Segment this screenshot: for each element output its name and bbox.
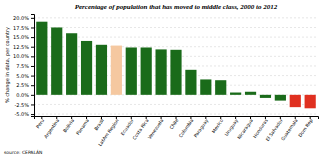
y-tick-mark bbox=[31, 66, 34, 67]
bar bbox=[81, 41, 92, 95]
x-axis-line bbox=[35, 117, 319, 120]
grid-line bbox=[34, 27, 318, 28]
y-tick-label: -5.0% bbox=[14, 111, 29, 117]
bar bbox=[305, 95, 316, 108]
y-tick-label: 2.5% bbox=[16, 82, 29, 88]
x-tick-label: Dom Rep bbox=[297, 118, 313, 138]
y-tick: 17.5% bbox=[13, 25, 34, 31]
y-tick-mark bbox=[31, 76, 34, 77]
plot: -5.0% -2.5% 0.0% 2.5% 5.0% 7.5% 10.0% 12.5% 15.0… bbox=[13, 15, 318, 148]
bar bbox=[215, 80, 226, 95]
x-tick: Dom Rep bbox=[297, 116, 313, 138]
x-tick: Brazil bbox=[93, 116, 104, 131]
y-tick-mark bbox=[31, 95, 34, 96]
y-tick: 20.0% bbox=[13, 15, 34, 21]
y-tick: 0.0% bbox=[16, 92, 34, 98]
x-tick-label: Brazil bbox=[93, 118, 104, 131]
grid-line bbox=[34, 114, 318, 115]
x-axis: PeruArgentinaBoliviaPanamaBrazilLatAm Re… bbox=[35, 116, 319, 147]
grid-line bbox=[34, 104, 318, 105]
x-tick: Argentina bbox=[43, 116, 60, 139]
x-tick-label: Uruguay bbox=[224, 118, 239, 137]
y-tick-mark bbox=[31, 85, 34, 86]
bar bbox=[185, 70, 196, 95]
bar bbox=[141, 47, 152, 94]
y-tick: -2.5% bbox=[14, 102, 34, 108]
bar bbox=[66, 33, 77, 95]
x-tick-label: Bolivia bbox=[62, 118, 75, 134]
x-tick: Panama bbox=[75, 116, 90, 136]
title: Percentage of population that has moved … bbox=[75, 3, 278, 11]
x-tick: Bolivia bbox=[62, 116, 75, 133]
x-tick-label: Mexico bbox=[211, 118, 224, 134]
y-tick-mark bbox=[31, 18, 34, 19]
x-tick: Peru bbox=[35, 116, 45, 129]
y-tick: 12.5% bbox=[13, 44, 34, 50]
y-tick-label: 7.5% bbox=[16, 63, 29, 69]
bar bbox=[96, 45, 107, 95]
bars bbox=[36, 22, 316, 109]
bar bbox=[230, 93, 241, 95]
bar bbox=[170, 50, 181, 95]
y-tick-label: 10.0% bbox=[13, 53, 29, 59]
y-tick: 5.0% bbox=[16, 73, 34, 79]
x-tick: Ecuador bbox=[120, 116, 135, 136]
y-tick: 7.5% bbox=[16, 63, 34, 69]
chart: -5.0% -2.5% 0.0% 2.5% 5.0% 7.5% 10.0% 12.5% 15.0… bbox=[0, 0, 324, 156]
bar bbox=[200, 79, 211, 94]
y-tick-label: 15.0% bbox=[13, 34, 29, 40]
y-tick-label: 0.0% bbox=[16, 92, 29, 98]
bar bbox=[51, 27, 62, 94]
y-axis: -5.0% -2.5% 0.0% 2.5% 5.0% 7.5% 10.0% 12.5% 15.0… bbox=[13, 15, 34, 118]
y-tick-label: 12.5% bbox=[13, 44, 29, 50]
x-tick: Mexico bbox=[211, 116, 224, 134]
y-tick: 10.0% bbox=[13, 53, 34, 59]
x-tick-label: LatAm Region bbox=[97, 118, 119, 147]
x-tick-label: Panama bbox=[75, 118, 90, 136]
x-tick-label: Argentina bbox=[43, 118, 60, 139]
y-tick: 15.0% bbox=[13, 34, 34, 40]
y-tick: 2.5% bbox=[16, 82, 34, 88]
x-tick-label: Peru bbox=[35, 118, 45, 129]
y-tick-mark bbox=[31, 114, 34, 115]
y-tick-mark bbox=[31, 47, 34, 48]
y-tick: -5.0% bbox=[14, 111, 34, 117]
bar bbox=[275, 95, 286, 101]
bar bbox=[36, 22, 47, 95]
x-tick: Guatemala bbox=[280, 116, 299, 142]
y-tick-mark bbox=[31, 37, 34, 38]
x-tick: Paraguay bbox=[193, 116, 210, 138]
x-tick-label: Chile bbox=[169, 118, 180, 130]
y-tick-label: 5.0% bbox=[16, 73, 29, 79]
x-tick-label: Venezuela bbox=[147, 118, 165, 140]
grid bbox=[34, 18, 318, 114]
y-tick-label: -2.5% bbox=[14, 102, 29, 108]
x-tick: Venezuela bbox=[147, 116, 165, 140]
bar bbox=[290, 95, 301, 107]
bar bbox=[111, 46, 122, 95]
x-tick: Chile bbox=[169, 116, 180, 130]
y-tick-label: 17.5% bbox=[13, 25, 29, 31]
x-tick-label: Paraguay bbox=[193, 118, 210, 139]
x-tick-label: Guatemala bbox=[280, 118, 299, 142]
x-tick-label: Ecuador bbox=[120, 118, 135, 136]
bar bbox=[156, 49, 167, 94]
bar bbox=[126, 47, 137, 94]
y-tick-mark bbox=[31, 56, 34, 57]
y-axis-line bbox=[31, 15, 35, 117]
y-tick-label: 20.0% bbox=[13, 15, 29, 21]
bar bbox=[260, 95, 271, 98]
source: source: CEPALÁN bbox=[4, 149, 42, 155]
y-tick-mark bbox=[31, 104, 34, 105]
bar bbox=[245, 92, 256, 95]
x-tick: LatAm Region bbox=[97, 116, 119, 147]
y-tick-mark bbox=[31, 27, 34, 28]
x-tick: Uruguay bbox=[224, 116, 239, 137]
y-axis-title: % change in data, per country bbox=[4, 27, 11, 103]
grid-line bbox=[34, 17, 318, 18]
